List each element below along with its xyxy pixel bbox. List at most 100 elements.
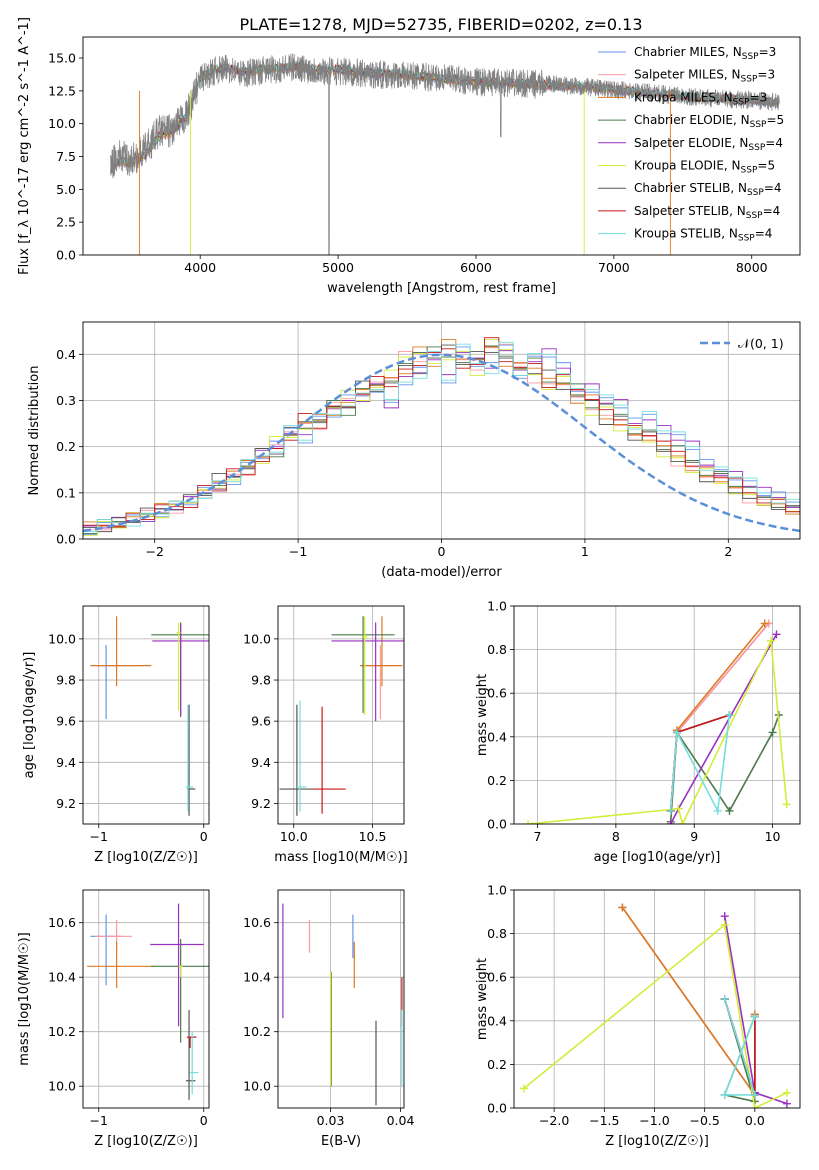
weight-marker (520, 1084, 529, 1093)
plot-area (520, 903, 791, 1108)
y-tick-label: 9.4 (56, 755, 76, 770)
weight-marker (720, 1090, 729, 1099)
x-axis-label: Z [log10(Z/Z☉)] (94, 1134, 198, 1149)
x-tick-label: 5000 (322, 260, 354, 275)
legend-label: 𝒩(0, 1) (738, 336, 784, 351)
x-axis-label: Z [log10(Z/Z☉)] (94, 850, 198, 865)
y-tick-label: 0.4 (487, 729, 507, 744)
weight-marker (674, 804, 683, 813)
panel-weight_vs_Z: −2.0 −1.5 −1.0 −0.5 0.0 0.0 0.2 0.4 0.6 0.8 1.0 Z [… (475, 883, 801, 1149)
y-tick-label: 10.6 (243, 915, 271, 930)
x-axis-label: Z [log10(Z/Z☉)] (605, 1134, 709, 1149)
y-tick-label: 10.0 (243, 1079, 271, 1094)
y-tick-label: 5.0 (56, 182, 76, 197)
legend-label: Chabrier STELIB, NSSP=4 (634, 181, 782, 198)
y-tick-label: 15.0 (48, 51, 76, 66)
plot-area (87, 903, 209, 1100)
weight-line (669, 622, 766, 811)
weight-marker (782, 1099, 791, 1108)
y-tick-label: 10.4 (48, 970, 76, 985)
weight-line (528, 637, 788, 824)
axes-frame (513, 605, 801, 825)
y-tick-label: 10.2 (243, 1024, 271, 1039)
x-tick-label: −1 (289, 544, 307, 559)
legend-label: Salpeter ELODIE, NSSP=4 (634, 136, 783, 153)
weight-line (669, 622, 770, 811)
y-tick-label: 0.0 (487, 817, 507, 832)
weight-marker (768, 728, 777, 737)
legend-label: Salpeter MILES, NSSP=3 (634, 68, 775, 85)
weight-line (669, 714, 731, 814)
x-tick-label: 0 (438, 544, 446, 559)
x-tick-label: 0.04 (387, 1113, 415, 1128)
x-tick-label: 10.0 (280, 829, 308, 844)
x-axis-label: wavelength [Angstrom, rest frame] (327, 281, 556, 296)
axes-frame (82, 605, 210, 825)
legend-label: Kroupa ELODIE, NSSP=5 (634, 159, 775, 176)
weight-marker (524, 820, 533, 824)
weight-marker (782, 1088, 791, 1097)
x-tick-label: 8000 (736, 260, 768, 275)
x-tick-label: 7000 (598, 260, 630, 275)
legend-label: Kroupa MILES, NSSP=3 (634, 90, 767, 107)
y-tick-label: 0.8 (487, 926, 507, 941)
axes-frame (82, 889, 210, 1109)
y-tick-label: 1.0 (487, 599, 507, 614)
y-tick-label: 12.5 (48, 83, 76, 98)
y-tick-label: 9.2 (251, 796, 271, 811)
y-tick-label: 9.6 (251, 714, 271, 729)
y-tick-label: 10.0 (48, 1079, 76, 1094)
panel-weight_vs_age: 7 8 9 10 0.0 0.2 0.4 0.6 0.8 1.0 age [log10(age/yr… (475, 599, 801, 865)
y-tick-label: 2.5 (56, 215, 76, 230)
y-axis-label: age [log10(age/yr)] (22, 652, 37, 779)
y-axis-label: mass weight (475, 674, 490, 756)
y-tick-label: 0.4 (487, 1013, 507, 1028)
axes-frame (277, 605, 405, 825)
figure-title: PLATE=1278, MJD=52735, FIBERID=0202, z=0… (239, 15, 642, 34)
y-tick-label: 0.0 (487, 1101, 507, 1116)
legend-label: Salpeter STELIB, NSSP=4 (634, 204, 780, 221)
y-tick-label: 10.0 (243, 631, 271, 646)
x-tick-label: 4000 (184, 260, 216, 275)
x-axis-label: mass [log10(M/M☉)] (274, 850, 407, 865)
gaussian-curve (83, 353, 800, 533)
y-tick-label: 0.2 (487, 773, 507, 788)
y-tick-label: 0.3 (56, 393, 76, 408)
y-tick-label: 0.2 (56, 439, 76, 454)
weight-marker (750, 1104, 759, 1108)
weight-marker (760, 619, 769, 628)
y-tick-label: 0.0 (56, 532, 76, 547)
x-axis-label: (data-model)/error (381, 565, 502, 580)
plot-area (279, 616, 404, 816)
y-tick-label: 10.0 (48, 116, 76, 131)
x-axis-label: E(B-V) (321, 1134, 361, 1149)
weight-marker (725, 711, 734, 719)
panel-residuals: −2 −1 0 1 2 0.0 0.1 0.2 0.3 0.4 (data-model)/error… (27, 321, 801, 580)
weight-marker (666, 806, 675, 815)
x-tick-label: −2.0 (539, 1113, 569, 1128)
weight-marker (713, 806, 722, 815)
legend-label: Chabrier MILES, NSSP=3 (634, 45, 776, 62)
weight-marker (720, 920, 729, 929)
x-tick-label: −1 (90, 1113, 108, 1128)
axes-frame (82, 36, 801, 256)
observed-spectrum-line (110, 53, 780, 255)
y-axis-label: mass weight (475, 958, 490, 1040)
x-tick-label: 0.0 (745, 1113, 765, 1128)
weight-marker (672, 728, 681, 737)
y-tick-label: 0.8 (487, 642, 507, 657)
plot-area (524, 619, 791, 824)
panel-age_vs_Z: −1 0 9.2 9.4 9.6 9.8 10.0 Z [log10(Z/Z☉)] age [l… (22, 605, 210, 865)
axes-frame (82, 321, 801, 540)
weight-marker (618, 903, 627, 912)
y-tick-label: 7.5 (56, 149, 76, 164)
x-tick-label: 0 (200, 829, 208, 844)
x-tick-label: 1 (581, 544, 589, 559)
plot-area (110, 53, 780, 255)
y-axis-label: mass [log10(M/M☉)] (17, 932, 32, 1065)
y-tick-label: 9.8 (251, 673, 271, 688)
legend-label: Kroupa STELIB, NSSP=4 (634, 227, 772, 244)
weight-marker (678, 820, 687, 824)
weight-line (723, 916, 788, 1105)
